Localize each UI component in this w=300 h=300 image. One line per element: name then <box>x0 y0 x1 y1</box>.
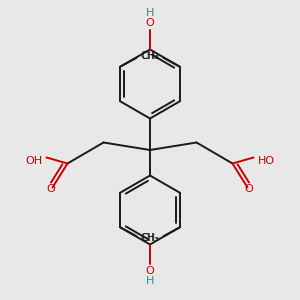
Text: O: O <box>146 18 154 28</box>
Text: O: O <box>244 184 253 194</box>
Text: H: H <box>146 275 154 286</box>
Text: CH₃: CH₃ <box>141 51 159 61</box>
Text: CH₃: CH₃ <box>141 51 159 61</box>
Text: CH₃: CH₃ <box>141 233 159 243</box>
Text: O: O <box>46 184 56 194</box>
Text: OH: OH <box>25 155 42 166</box>
Text: H: H <box>146 8 154 19</box>
Text: HO: HO <box>258 155 275 166</box>
Text: O: O <box>146 266 154 276</box>
Text: CH₃: CH₃ <box>141 233 159 243</box>
